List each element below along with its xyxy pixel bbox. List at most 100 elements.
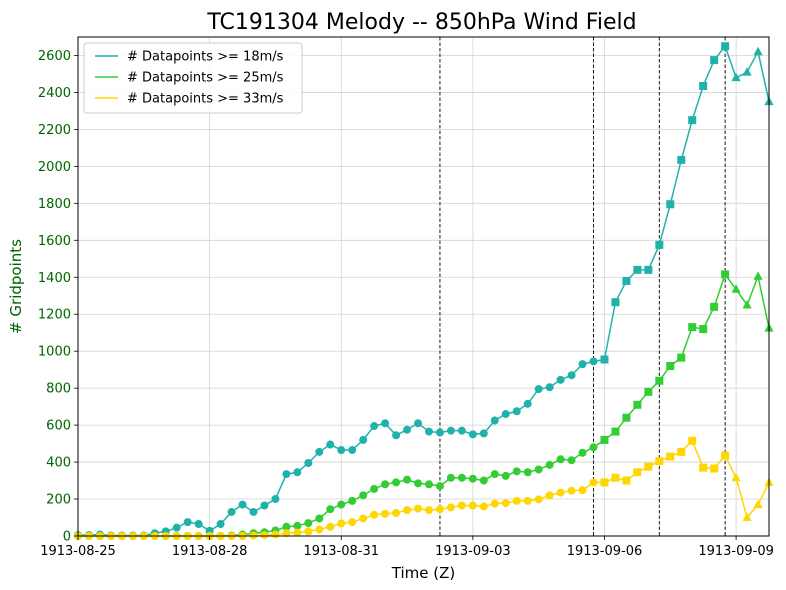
data-point (446, 426, 455, 435)
y-tick-label: 600 (46, 419, 71, 434)
data-point (468, 501, 477, 510)
legend: # Datapoints >= 18m/s # Datapoints >= 25m… (83, 42, 303, 114)
data-point (534, 495, 543, 504)
data-point (348, 518, 357, 527)
data-point (622, 413, 631, 422)
data-point (611, 473, 620, 482)
data-point (446, 473, 455, 482)
data-point (567, 486, 576, 495)
data-point (304, 519, 313, 528)
data-point (501, 410, 510, 419)
data-point (622, 476, 631, 485)
data-point (589, 443, 598, 452)
data-point (414, 504, 423, 513)
x-tick-label: 1913-09-03 (435, 544, 511, 559)
y-tick-label: 1800 (38, 197, 71, 212)
data-point (600, 355, 609, 364)
data-point (392, 478, 401, 487)
data-point (315, 447, 324, 456)
data-point (545, 491, 554, 500)
data-point (435, 482, 444, 491)
data-point (392, 431, 401, 440)
y-tick-label: 2600 (38, 49, 71, 64)
data-point (753, 499, 763, 509)
data-point (611, 298, 620, 307)
data-point (315, 525, 324, 534)
data-point (644, 387, 653, 396)
data-point (556, 488, 565, 497)
data-point (578, 448, 587, 457)
y-tick-label: 800 (46, 382, 71, 397)
data-point (567, 456, 576, 465)
plot-frame (77, 36, 770, 537)
data-point (731, 72, 741, 82)
data-point (359, 435, 368, 444)
data-point (370, 422, 379, 431)
data-point (677, 353, 686, 362)
data-point (545, 383, 554, 392)
data-point (644, 462, 653, 471)
data-point (742, 299, 752, 309)
y-tick-label: 2200 (38, 123, 71, 138)
data-point (512, 496, 521, 505)
data-point (260, 501, 269, 510)
y-axis-label: # Gridpoints (7, 239, 25, 334)
x-tick-label: 1913-08-25 (40, 544, 116, 559)
data-point (699, 325, 708, 334)
data-point (731, 284, 741, 293)
data-point (710, 464, 719, 473)
data-point (457, 426, 466, 435)
data-point (293, 468, 302, 477)
data-point (556, 375, 565, 384)
data-point (611, 427, 620, 436)
data-point (414, 419, 423, 428)
data-point (523, 496, 532, 505)
y-tick-label: 200 (46, 493, 71, 508)
data-point (468, 430, 477, 439)
y-tick-label: 2000 (38, 160, 71, 175)
data-point (359, 514, 368, 523)
data-point (644, 265, 653, 274)
y-tick-label: 0 (63, 530, 71, 545)
data-point (326, 505, 335, 514)
data-point (490, 499, 499, 508)
data-point (457, 473, 466, 482)
data-point (731, 472, 741, 482)
data-point (216, 519, 225, 528)
data-point (523, 468, 532, 477)
data-point (677, 155, 686, 164)
data-point (370, 510, 379, 519)
y-tick-label: 2400 (38, 86, 71, 101)
data-point (172, 523, 181, 532)
data-point (501, 499, 510, 508)
data-point (556, 455, 565, 464)
y-tick-label: 1000 (38, 345, 71, 360)
data-point (326, 440, 335, 449)
data-point (326, 522, 335, 531)
data-point (600, 478, 609, 487)
data-point (435, 505, 444, 514)
data-point (282, 522, 291, 531)
data-point (501, 471, 510, 480)
data-point (699, 81, 708, 90)
data-point (260, 531, 269, 540)
data-point (710, 56, 719, 65)
y-tick-label: 1200 (38, 308, 71, 323)
data-point (490, 416, 499, 425)
data-point (227, 507, 236, 516)
data-point (403, 506, 412, 515)
data-point (282, 470, 291, 479)
data-point (381, 419, 390, 428)
data-point (753, 271, 763, 280)
data-point (424, 480, 433, 489)
data-point (721, 42, 730, 51)
data-point (567, 371, 576, 380)
y-axis-ticks: 0 200 400 600 800 1000 1200 1400 1600 1800 2000 220… (38, 49, 78, 545)
data-point (282, 529, 291, 538)
data-point (721, 270, 730, 279)
data-point (545, 460, 554, 469)
chart-title: TC191304 Melody -- 850hPa Wind Field (206, 10, 636, 35)
data-point (688, 436, 697, 445)
